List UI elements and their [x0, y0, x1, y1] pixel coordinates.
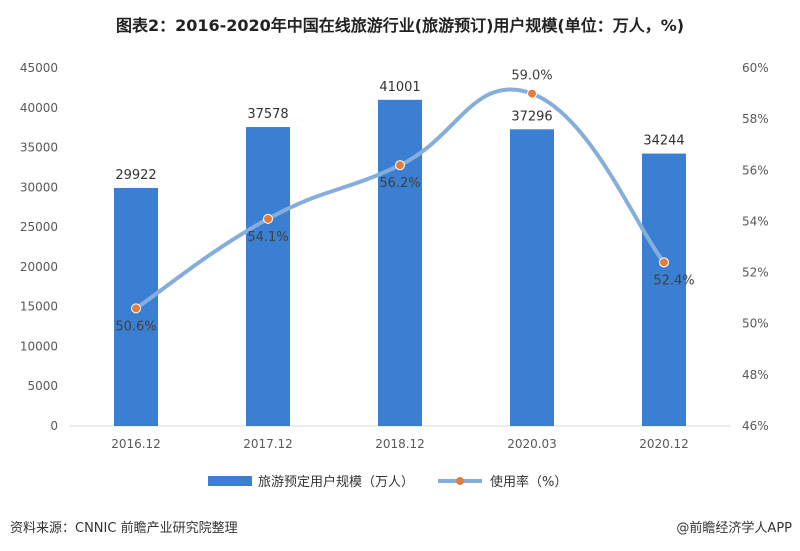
- bar: [510, 129, 554, 426]
- usage-rate-point: [659, 257, 669, 268]
- left-axis-tick: 30000: [20, 180, 58, 194]
- usage-rate-label: 50.6%: [115, 319, 156, 334]
- usage-rate-point: [263, 213, 273, 224]
- right-axis-tick: 58%: [742, 112, 769, 126]
- usage-rate-label: 56.2%: [379, 176, 420, 191]
- right-axis-tick: 60%: [742, 61, 769, 75]
- usage-rate-label: 52.4%: [653, 273, 694, 288]
- x-axis-tick: 2018.12: [375, 437, 425, 451]
- legend-bar-label: 旅游预定用户规模（万人）: [258, 474, 414, 490]
- bar: [642, 153, 686, 427]
- usage-rate-label: 59.0%: [511, 69, 552, 84]
- legend-line-marker: [456, 477, 464, 485]
- x-axis-tick: 2017.12: [243, 437, 293, 451]
- bar-value-label: 41001: [379, 80, 420, 95]
- bar-value-label: 34244: [643, 134, 684, 149]
- usage-rate-point: [527, 88, 537, 99]
- usage-rate-label: 54.1%: [247, 230, 288, 245]
- right-axis-tick: 54%: [742, 214, 769, 228]
- x-axis-tick: 2020.12: [639, 437, 689, 451]
- left-axis-tick: 15000: [20, 300, 58, 314]
- x-axis-tick: 2016.12: [111, 437, 161, 451]
- right-axis-tick: 56%: [742, 163, 769, 177]
- bar: [246, 127, 290, 426]
- usage-rate-point: [395, 160, 405, 171]
- chart-title: 图表2：2016-2020年中国在线旅游行业(旅游预订)用户规模(单位：万人，%…: [115, 16, 685, 35]
- x-axis-tick: 2020.03: [507, 437, 557, 451]
- right-axis-tick: 46%: [742, 419, 769, 433]
- bar-value-label: 29922: [115, 168, 156, 183]
- left-axis-tick: 10000: [20, 339, 58, 353]
- bar-value-label: 37578: [247, 107, 288, 122]
- left-axis-tick: 45000: [20, 61, 58, 75]
- credit-note: @前瞻经济学人APP: [676, 521, 792, 536]
- left-axis-tick: 25000: [20, 220, 58, 234]
- bar: [378, 99, 422, 426]
- left-axis-tick: 0: [50, 419, 58, 433]
- right-axis-tick: 50%: [742, 317, 769, 331]
- usage-rate-line: [134, 87, 666, 311]
- left-axis-tick: 40000: [20, 101, 58, 115]
- legend-bar-swatch: [208, 476, 252, 486]
- right-axis-tick: 48%: [742, 368, 769, 382]
- left-axis-tick: 35000: [20, 141, 58, 155]
- right-axis-tick: 52%: [742, 266, 769, 280]
- left-axis-tick: 5000: [27, 379, 58, 393]
- usage-rate-point: [131, 303, 141, 314]
- legend-line-label: 使用率（%）: [490, 474, 567, 490]
- bar-value-label: 37296: [511, 109, 552, 124]
- left-axis-tick: 20000: [20, 260, 58, 274]
- source-note: 资料来源：CNNIC 前瞻产业研究院整理: [10, 521, 238, 536]
